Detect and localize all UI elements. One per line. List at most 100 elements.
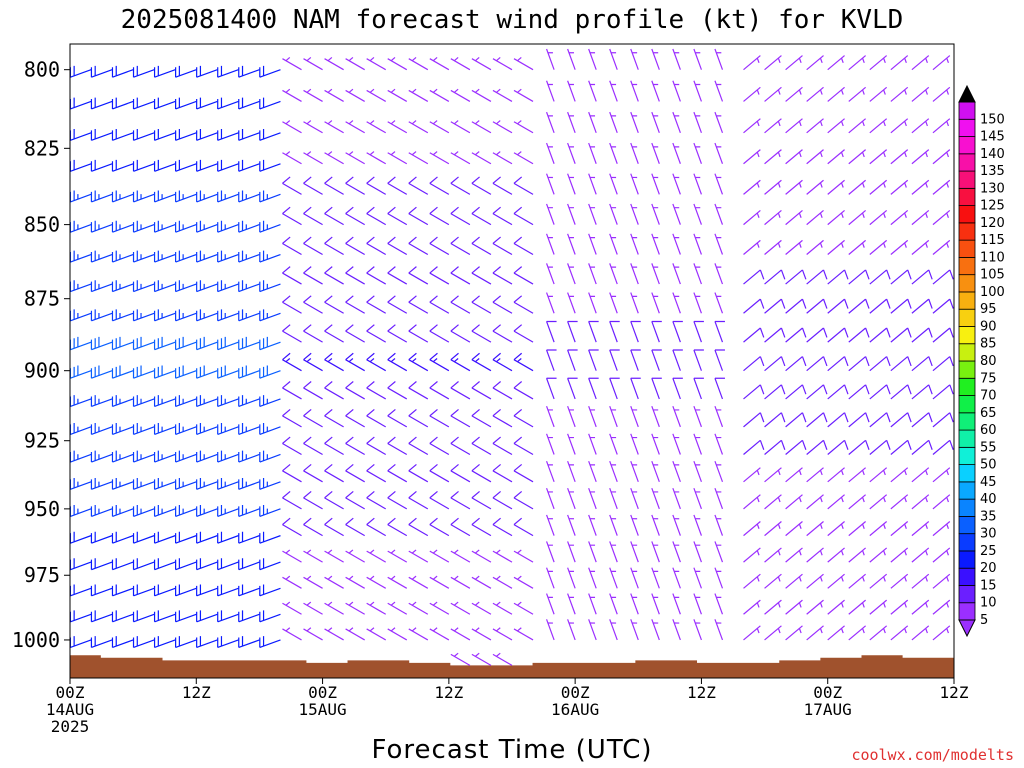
wind-barb <box>609 80 618 102</box>
wind-barb <box>911 439 933 455</box>
wind-barb <box>387 381 408 400</box>
wind-barb <box>672 263 681 285</box>
wind-barb <box>69 309 92 322</box>
wind-barb <box>217 423 239 435</box>
wind-barb <box>111 450 134 463</box>
wind-barb <box>714 111 724 133</box>
wind-barb <box>429 549 450 563</box>
wind-barb <box>429 352 450 372</box>
wind-barb <box>429 88 450 102</box>
wind-barb <box>693 320 704 343</box>
wind-barb <box>324 120 344 134</box>
y-tick-label: 800 <box>24 58 60 82</box>
wind-barb <box>387 549 408 563</box>
wind-barb <box>238 190 260 203</box>
wind-barb <box>567 203 576 225</box>
wind-barb <box>714 541 724 563</box>
wind-barb <box>806 239 824 255</box>
wind-barb <box>869 210 888 226</box>
wind-barb <box>450 652 471 666</box>
wind-barb <box>132 395 155 408</box>
wind-barb <box>387 324 408 343</box>
wind-barb <box>259 505 281 517</box>
wind-barb <box>869 327 891 343</box>
wind-barb <box>546 173 555 195</box>
wind-barb <box>303 575 323 589</box>
wind-barb <box>324 176 344 195</box>
wind-barb <box>890 439 912 455</box>
wind-barb <box>546 80 555 102</box>
wind-barb <box>848 412 870 428</box>
wind-barbs <box>69 48 954 666</box>
wind-barb <box>69 610 92 623</box>
wind-barb <box>848 210 867 226</box>
wind-barb <box>630 48 639 70</box>
wind-barb <box>238 250 260 263</box>
wind-barb <box>345 295 365 314</box>
wind-barb <box>366 57 387 71</box>
wind-barb <box>217 97 239 110</box>
wind-barb <box>196 250 218 263</box>
wind-barb <box>196 220 218 233</box>
wind-barb <box>324 206 344 226</box>
colorbar-label: 120 <box>980 216 1005 231</box>
wind-barb <box>848 118 867 134</box>
wind-barb <box>345 57 365 71</box>
wind-barb <box>196 610 218 623</box>
wind-barb <box>429 490 450 510</box>
wind-barb <box>238 220 260 233</box>
wind-barb <box>693 593 702 615</box>
colorbar-label: 145 <box>980 130 1005 145</box>
wind-barb <box>672 233 681 255</box>
wind-barb <box>303 236 323 256</box>
wind-barb <box>609 487 618 510</box>
colorbar-label: 15 <box>980 578 997 593</box>
wind-barb <box>630 203 639 225</box>
wind-barb <box>764 55 782 71</box>
wind-barb <box>932 239 951 255</box>
wind-barb <box>869 86 888 102</box>
wind-barb <box>429 57 450 71</box>
wind-barb <box>196 97 218 110</box>
wind-barb <box>609 142 618 164</box>
wind-barb <box>890 384 912 400</box>
wind-barb <box>785 384 807 400</box>
wind-barb <box>153 477 176 490</box>
wind-barb <box>282 206 302 226</box>
wind-barb <box>932 327 954 343</box>
wind-barb <box>588 405 597 428</box>
wind-barb <box>282 436 302 456</box>
wind-barb <box>471 295 492 314</box>
wind-barb <box>450 266 471 285</box>
wind-barb <box>429 463 450 483</box>
wind-barb <box>588 233 597 255</box>
colorbar-bottom-triangle <box>958 619 976 638</box>
colorbar-label: 20 <box>980 561 997 576</box>
wind-barb <box>196 190 218 203</box>
wind-barb <box>387 236 408 256</box>
colorbar-label: 45 <box>980 475 997 490</box>
wind-barb <box>153 280 176 293</box>
wind-barb <box>848 86 867 102</box>
wind-barb <box>282 236 302 256</box>
wind-barb <box>630 567 639 589</box>
wind-barb <box>588 142 597 164</box>
wind-barb <box>546 48 555 70</box>
colorbar-label: 70 <box>980 389 997 404</box>
wind-barb <box>693 460 702 483</box>
wind-barb <box>932 356 954 372</box>
y-tick-label: 975 <box>24 563 60 587</box>
wind-barb <box>366 324 387 343</box>
wind-barb <box>175 423 197 435</box>
wind-barb <box>932 86 951 102</box>
wind-barb <box>848 547 867 563</box>
wind-barb <box>111 220 134 233</box>
wind-barb <box>785 118 803 134</box>
colorbar-label: 40 <box>980 492 997 507</box>
wind-barb <box>492 408 513 428</box>
wind-barb <box>153 610 176 623</box>
wind-barb <box>743 86 761 102</box>
wind-barb <box>764 118 782 134</box>
wind-barb <box>513 352 534 372</box>
wind-barb <box>387 151 408 165</box>
